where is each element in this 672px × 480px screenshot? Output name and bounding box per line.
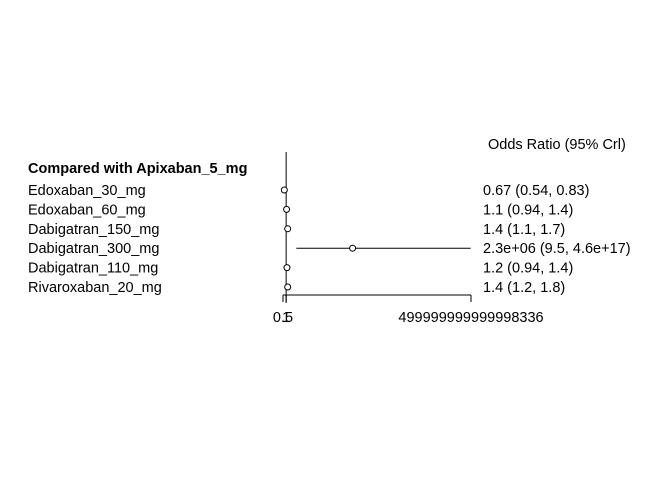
row-value: 2.3e+06 (9.5, 4.6e+17) [483,241,631,257]
row-value: 1.2 (0.94, 1.4) [483,261,573,277]
row-label: Rivaroxaban_20_mg [28,280,162,296]
point-estimate [284,225,292,233]
point-estimate [349,244,357,252]
x-tick-label: 1 [282,310,290,326]
x-tick-label: 0.5 [273,310,293,326]
row-label: Dabigatran_150_mg [28,222,159,238]
point-estimate [283,264,291,272]
group-header: Compared with Apixaban_5_mg [28,161,247,177]
x-tick-label: 499999999999998336 [398,310,543,326]
point-estimate [280,186,288,194]
point-estimate [284,283,292,291]
row-label: Dabigatran_300_mg [28,241,159,257]
row-label: Edoxaban_30_mg [28,183,146,199]
forest-rows: Edoxaban_30_mg 0.67 (0.54, 0.83) Edoxaban_… [28,183,631,296]
x-axis-ticks: 0.51 499999999999998336 [273,295,544,326]
row-value: 1.4 (1.2, 1.8) [483,280,565,296]
row-label: Edoxaban_60_mg [28,202,146,218]
row-value: 1.4 (1.1, 1.7) [483,222,565,238]
column-header: Odds Ratio (95% Crl) [488,137,626,153]
row-label: Dabigatran_110_mg [28,261,158,277]
row-value: 1.1 (0.94, 1.4) [483,202,573,218]
point-estimate [283,205,291,213]
row-value: 0.67 (0.54, 0.83) [483,183,589,199]
